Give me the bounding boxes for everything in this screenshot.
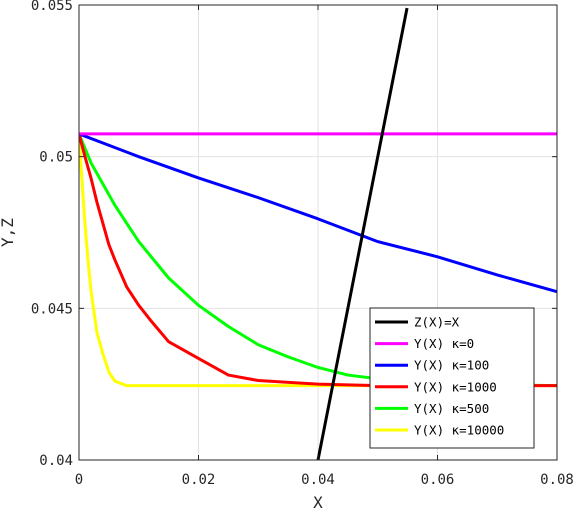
x-tick-label: 0 bbox=[75, 472, 83, 488]
x-tick-label: 0.08 bbox=[540, 472, 574, 488]
x-tick-label: 0.06 bbox=[421, 472, 455, 488]
legend-entry: Y(X) κ=500 bbox=[414, 401, 489, 416]
tick-labels: 0 0.02 0.04 0.06 0.08 0.04 0.045 0.05 0.055 bbox=[31, 0, 574, 488]
legend-entry: Y(X) κ=100 bbox=[414, 358, 489, 373]
y-axis-label: Y,Z bbox=[0, 218, 17, 247]
legend-entry: Y(X) κ=1000 bbox=[414, 379, 497, 394]
series-line bbox=[79, 133, 557, 388]
legend-entry: Z(X)=X bbox=[414, 315, 460, 330]
y-tick-label: 0.055 bbox=[31, 0, 73, 14]
x-axis-label: X bbox=[313, 493, 323, 512]
legend-box bbox=[369, 307, 535, 449]
series-line bbox=[79, 133, 557, 388]
legend-entry: Y(X) κ=10000 bbox=[414, 423, 504, 438]
legend: Z(X)=X Y(X) κ=0 Y(X) κ=100 Y(X) κ=1000 Y(X) … bbox=[369, 307, 535, 449]
y-tick-label: 0.045 bbox=[31, 301, 73, 317]
x-tick-label: 0.02 bbox=[182, 472, 216, 488]
series-line bbox=[79, 133, 557, 388]
series-line bbox=[316, 7, 409, 460]
series-line bbox=[79, 132, 557, 294]
y-tick-label: 0.04 bbox=[39, 453, 73, 469]
y-tick-label: 0.05 bbox=[39, 150, 73, 166]
x-tick-label: 0.04 bbox=[301, 472, 335, 488]
plot-series bbox=[79, 7, 557, 460]
legend-entry: Y(X) κ=0 bbox=[414, 336, 474, 351]
